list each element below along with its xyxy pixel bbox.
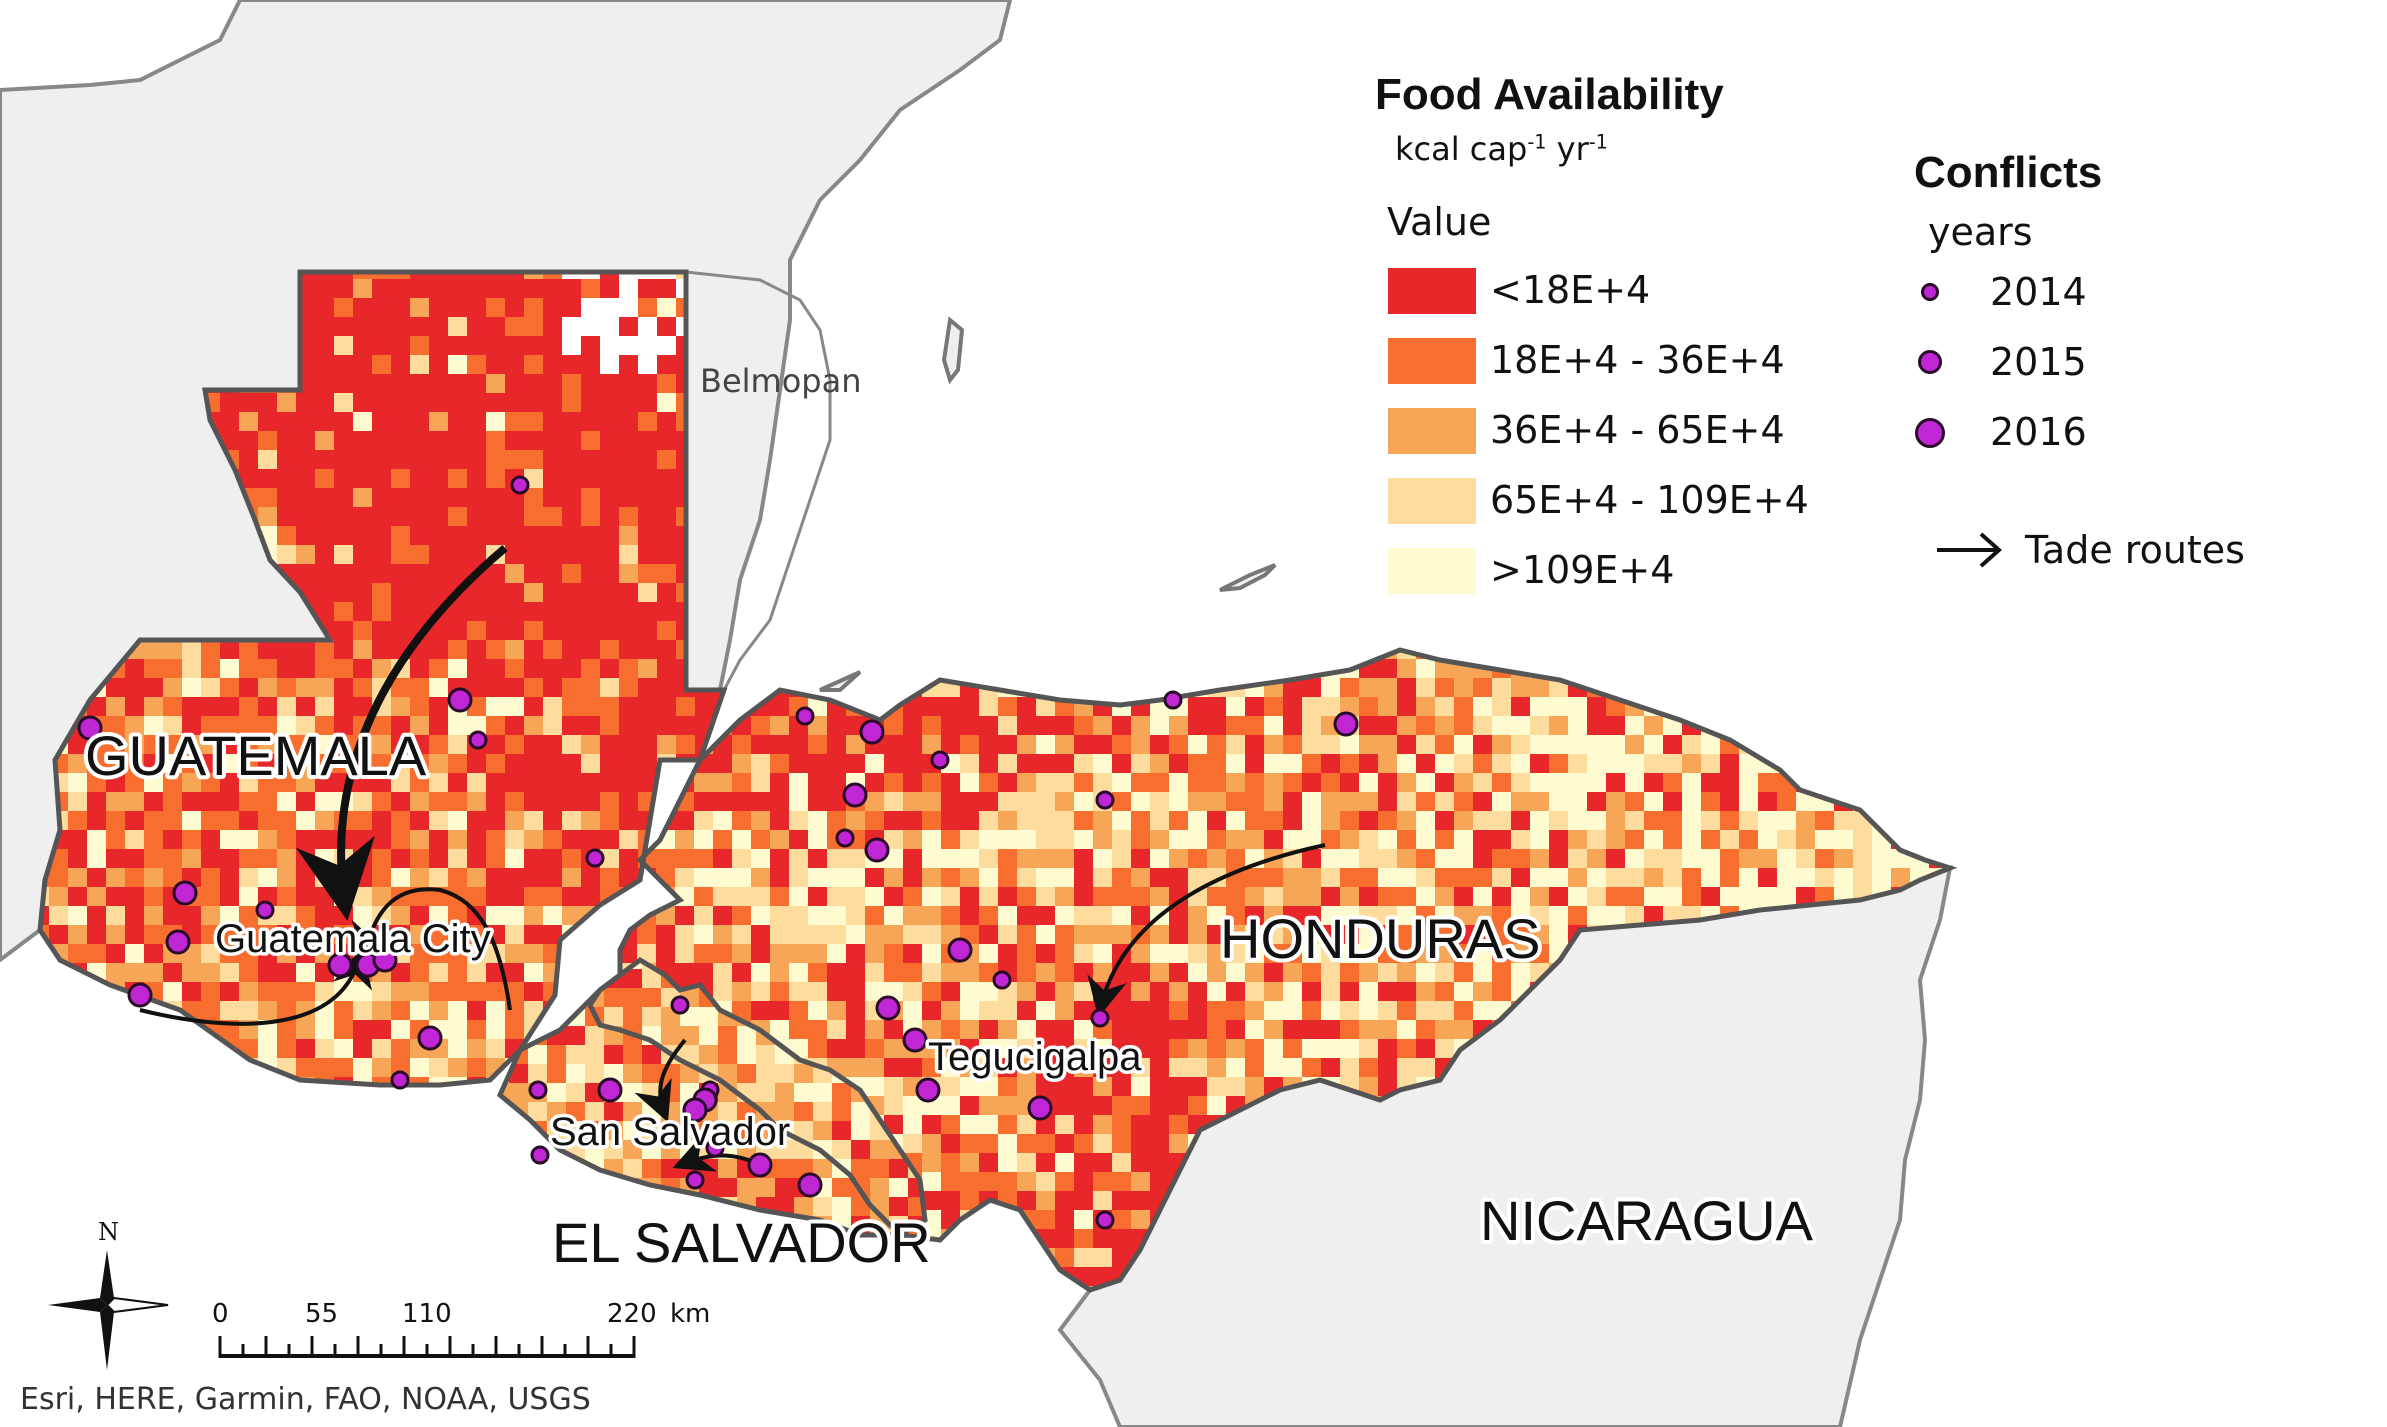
legend-swatch-2 [1388, 338, 1476, 384]
conflict-point [528, 1080, 548, 1100]
belize-outline [685, 270, 832, 691]
conflict-point [797, 1172, 823, 1198]
conflict-point [255, 900, 275, 920]
legend-dot-2014 [1921, 283, 1939, 301]
label-guatemala: GUATEMALA [85, 724, 427, 787]
conflict-point [902, 1027, 928, 1053]
legend-year-2016: 2016 [1990, 410, 2087, 454]
conflict-point [682, 1097, 708, 1123]
legend-class-4: 65E+4 - 109E+4 [1490, 478, 1809, 522]
legend-year-2014: 2014 [1990, 270, 2087, 314]
label-san-salvador: San Salvador [550, 1110, 790, 1154]
trade-route-east-guatemala [351, 887, 512, 1011]
trade-routes [139, 544, 1326, 1172]
scale-tick-55: 55 [305, 1299, 338, 1329]
label-tegucigalpa: Tegucigalpa [928, 1035, 1142, 1079]
conflict-point [417, 1025, 443, 1051]
legend-year-2015: 2015 [1990, 340, 2087, 384]
legend-food-title: Food Availability [1375, 70, 1724, 119]
conflict-point [1333, 711, 1359, 737]
conflict-point [915, 1077, 941, 1103]
conflict-point [165, 929, 191, 955]
conflict-point [1027, 1095, 1053, 1121]
label-honduras: HONDURAS [1220, 907, 1540, 970]
conflict-point [1163, 690, 1183, 710]
legend-conflicts-title: Conflicts [1914, 148, 2103, 197]
conflict-point [585, 848, 605, 868]
conflict-point [327, 952, 353, 978]
legend-dot-2016 [1915, 418, 1945, 448]
legend-food-unit: kcal cap-1 yr-1 [1395, 130, 1608, 168]
conflict-point [77, 715, 103, 741]
conflict-point [835, 828, 855, 848]
island-cozumel [941, 316, 965, 385]
legend-value-header: Value [1387, 200, 1492, 244]
conflict-point [1090, 1008, 1110, 1028]
conflict-point [127, 982, 153, 1008]
conflict-point [390, 1070, 410, 1090]
conflict-point [1095, 1210, 1115, 1230]
scale-tick-220: 220 [607, 1299, 657, 1329]
conflict-point [747, 1152, 773, 1178]
conflict-point [992, 970, 1012, 990]
conflict-points [77, 475, 1359, 1230]
legend-class-2: 18E+4 - 36E+4 [1490, 338, 1785, 382]
conflict-point [875, 995, 901, 1021]
island-small [819, 670, 862, 692]
scale-unit: km [670, 1299, 710, 1329]
legend-class-1: <18E+4 [1490, 268, 1651, 312]
legend-swatch-4 [1388, 478, 1476, 524]
conflict-point [447, 687, 473, 713]
map-credits: Esri, HERE, Garmin, FAO, NOAA, USGS [20, 1382, 591, 1417]
legend-swatch-3 [1388, 408, 1476, 454]
conflict-point [172, 880, 198, 906]
legend-arrow-icon [1937, 532, 2003, 568]
conflict-point [864, 837, 890, 863]
conflict-point [947, 937, 973, 963]
conflict-point [685, 1170, 705, 1190]
legend-conflicts-subtitle: years [1928, 210, 2033, 254]
conflict-point [530, 1145, 550, 1165]
conflict-point [705, 1138, 725, 1158]
legend-trade-label: Tade routes [2025, 528, 2245, 572]
conflict-point [1095, 790, 1115, 810]
conflict-point [597, 1077, 623, 1103]
label-el-salvador: EL SALVADOR [552, 1211, 931, 1274]
label-nicaragua: NICARAGUA [1480, 1189, 1814, 1252]
trade-route-honduras [1087, 843, 1326, 1018]
legend-dot-2015 [1918, 350, 1942, 374]
scale-bar: 0 55 110 220 km [212, 1299, 710, 1358]
legend-swatch-1 [1388, 268, 1476, 314]
conflict-point [930, 750, 950, 770]
conflict-point [859, 719, 885, 745]
label-belmopan: Belmopan [700, 362, 861, 400]
island-roatan [1219, 563, 1277, 592]
conflict-point [468, 730, 488, 750]
label-guatemala-city: Guatemala City [215, 917, 491, 961]
trade-route-north-guatemala [295, 544, 508, 921]
conflict-point [510, 475, 530, 495]
legend-class-5: >109E+4 [1490, 548, 1675, 592]
conflict-point [670, 995, 690, 1015]
legend-swatch-5 [1388, 548, 1476, 594]
svg-text:N: N [98, 1218, 119, 1246]
conflict-point [372, 947, 398, 973]
scale-tick-0: 0 [212, 1299, 229, 1329]
conflict-point [795, 706, 815, 726]
conflict-point [842, 782, 868, 808]
scale-tick-110: 110 [402, 1299, 452, 1329]
trade-route-west-guatemala [139, 947, 373, 1026]
trade-route-san-salvador-1 [634, 1038, 687, 1123]
north-arrow-icon: N [48, 1218, 169, 1370]
legend-class-3: 36E+4 - 65E+4 [1490, 408, 1785, 452]
